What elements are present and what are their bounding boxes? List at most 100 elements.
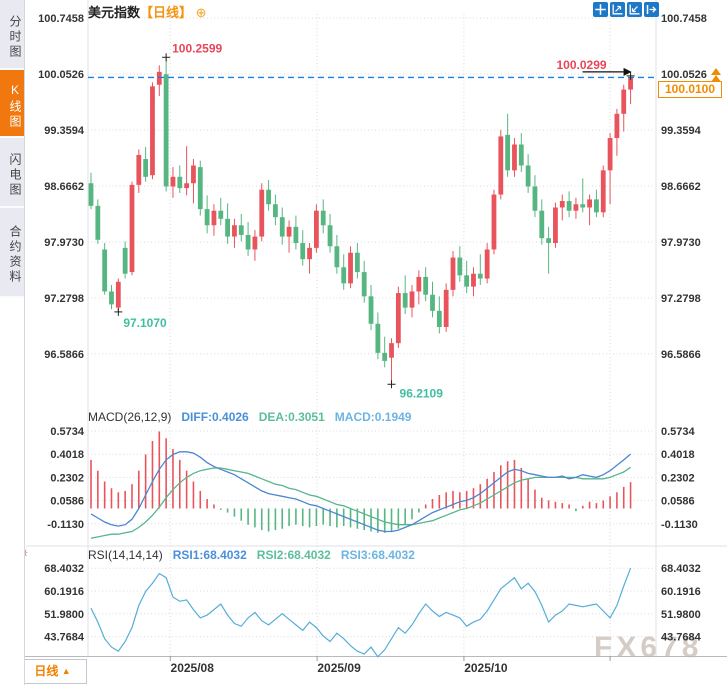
candle-body <box>313 210 319 248</box>
watermark: FX678 <box>594 631 703 664</box>
sidebar-tab-3[interactable]: 闪电图 <box>0 138 24 208</box>
candle-body <box>300 243 306 260</box>
rsi-line <box>90 567 632 658</box>
candle-body <box>621 89 627 114</box>
candle-body <box>273 204 278 218</box>
candle-body <box>491 194 497 250</box>
current-price-box: 100.0100 <box>658 81 722 98</box>
y-axis-label: 0.5734 <box>661 426 696 438</box>
legend-item: RSI2:68.4032 <box>256 548 331 562</box>
indicator-name: RSI(14,14,14) <box>88 548 163 562</box>
candle-body <box>191 165 196 184</box>
period-label: 日线 <box>34 664 59 678</box>
candle-body <box>348 252 353 284</box>
candle-body <box>320 210 326 226</box>
x-axis-label: 2025/09 <box>317 661 361 675</box>
zoom-in-icon[interactable] <box>610 2 625 17</box>
y-axis-label: 0.0586 <box>661 496 695 508</box>
sidebar-tab-1[interactable]: 分时图 <box>0 0 24 70</box>
zoom-out-icon[interactable] <box>627 2 642 17</box>
candle-body <box>573 204 579 211</box>
y-axis-label: -0.1130 <box>47 519 84 531</box>
candle-body <box>525 165 531 187</box>
candle-body <box>389 343 394 358</box>
chart-settings-icon[interactable]: ⊕ <box>195 5 207 20</box>
candle-body <box>443 289 449 327</box>
panel-borders <box>0 0 727 661</box>
candle-body <box>238 225 244 235</box>
period-arrow-icon: ▲ <box>61 666 71 676</box>
candle-body <box>184 183 190 189</box>
indicator-name: MACD(26,12,9) <box>88 410 172 424</box>
candle-body <box>156 71 162 85</box>
y-axis-label: 68.4032 <box>44 563 84 575</box>
price-annotation: 100.0299 <box>557 58 607 72</box>
legend-item: DIFF:0.4026 <box>181 410 249 424</box>
candle-body <box>170 176 176 187</box>
candle-body <box>293 226 299 244</box>
candle-body <box>532 186 538 211</box>
sidebar-tab-4[interactable]: 合约资料 <box>0 208 24 298</box>
candle-body <box>580 204 586 208</box>
period-selector[interactable]: 日线 ▲ <box>18 659 87 684</box>
candle-body <box>252 236 258 250</box>
pan-right-icon[interactable] <box>644 2 659 17</box>
y-axis-label: 100.0526 <box>38 69 84 81</box>
y-axis-label: 100.7458 <box>661 13 707 25</box>
macd-header: MACD(26,12,9) DIFF:0.4026 DEA:0.3051 MACD:0… <box>88 410 411 424</box>
candle-body <box>450 257 456 290</box>
candle-body <box>566 201 572 211</box>
candles-series <box>88 57 633 385</box>
sidebar-tab-2[interactable]: K线图 <box>0 70 24 138</box>
candle-body <box>163 74 169 187</box>
y-axis-label: 98.6662 <box>44 181 84 193</box>
candle-body <box>505 134 511 171</box>
y-axis-label: 51.9800 <box>44 609 84 621</box>
y-axis-label: 96.5866 <box>661 349 701 361</box>
price-annotation: 97.1070 <box>123 316 167 330</box>
candle-body <box>102 249 108 292</box>
legend-item: RSI1:68.4032 <box>172 548 247 562</box>
candle-body <box>211 210 217 226</box>
candle-body <box>382 352 388 361</box>
macd-dea-line <box>90 466 631 539</box>
y-axis-label: 68.4032 <box>661 563 701 575</box>
y-axis-label: 0.4018 <box>661 449 695 461</box>
candle-body <box>143 159 149 177</box>
candle-body <box>218 210 224 219</box>
y-axis-label: 100.0526 <box>661 69 707 81</box>
candle-body <box>95 205 101 240</box>
candle-body <box>204 209 210 226</box>
y-axis-label: 0.5734 <box>50 426 85 438</box>
legend-item: DEA:0.3051 <box>258 410 325 424</box>
candle-body <box>559 201 565 208</box>
candle-body <box>477 273 483 279</box>
y-axis-label: 60.1916 <box>661 586 701 598</box>
crosshair-icon[interactable] <box>593 2 608 17</box>
price-annotation: 100.2599 <box>172 41 222 55</box>
candle-body <box>150 86 155 176</box>
y-axis-label: 97.2798 <box>44 293 84 305</box>
candle-body <box>430 294 435 311</box>
price-annotation: 96.2109 <box>400 386 444 400</box>
candle-body <box>197 167 203 210</box>
candle-body <box>286 226 292 237</box>
candle-body <box>607 138 613 171</box>
candle-body <box>436 310 442 327</box>
candle-body <box>464 275 470 287</box>
candle-body <box>115 281 121 308</box>
candle-body <box>266 189 271 205</box>
y-axis-label: -0.1130 <box>661 519 698 531</box>
period-tag: 【日线】 <box>140 5 193 20</box>
candle-body <box>484 249 490 279</box>
candle-body <box>402 293 408 308</box>
candle-body <box>109 291 114 305</box>
candle-body <box>614 113 620 139</box>
candle-body <box>354 252 360 273</box>
x-axis-label: 2025/08 <box>170 661 214 675</box>
candle-body <box>423 276 429 295</box>
y-axis-label: 100.7458 <box>38 13 84 25</box>
y-axis-label: 51.9800 <box>661 609 701 621</box>
y-axis-label: 98.6662 <box>661 181 701 193</box>
